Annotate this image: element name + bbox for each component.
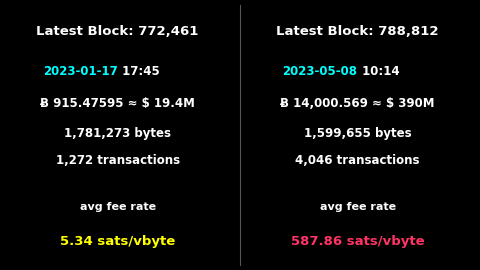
Text: Ƀ 915.47595 ≈ $ 19.4M: Ƀ 915.47595 ≈ $ 19.4M (40, 97, 195, 110)
Text: 4,046 transactions: 4,046 transactions (295, 154, 420, 167)
Text: 1,599,655 bytes: 1,599,655 bytes (304, 127, 411, 140)
Text: 5.34 sats/vbyte: 5.34 sats/vbyte (60, 235, 175, 248)
Text: 2023-05-08: 2023-05-08 (283, 65, 358, 78)
Text: Latest Block: 788,812: Latest Block: 788,812 (276, 25, 439, 38)
Text: Latest Block: 772,461: Latest Block: 772,461 (36, 25, 199, 38)
Text: 17:45: 17:45 (118, 65, 159, 78)
Text: 587.86 sats/vbyte: 587.86 sats/vbyte (291, 235, 424, 248)
Text: Ƀ 14,000.569 ≈ $ 390M: Ƀ 14,000.569 ≈ $ 390M (280, 97, 435, 110)
Text: 10:14: 10:14 (358, 65, 399, 78)
Text: 1,781,273 bytes: 1,781,273 bytes (64, 127, 171, 140)
Text: avg fee rate: avg fee rate (80, 201, 156, 212)
Text: 1,272 transactions: 1,272 transactions (56, 154, 180, 167)
Text: avg fee rate: avg fee rate (320, 201, 396, 212)
Text: 2023-01-17: 2023-01-17 (43, 65, 118, 78)
